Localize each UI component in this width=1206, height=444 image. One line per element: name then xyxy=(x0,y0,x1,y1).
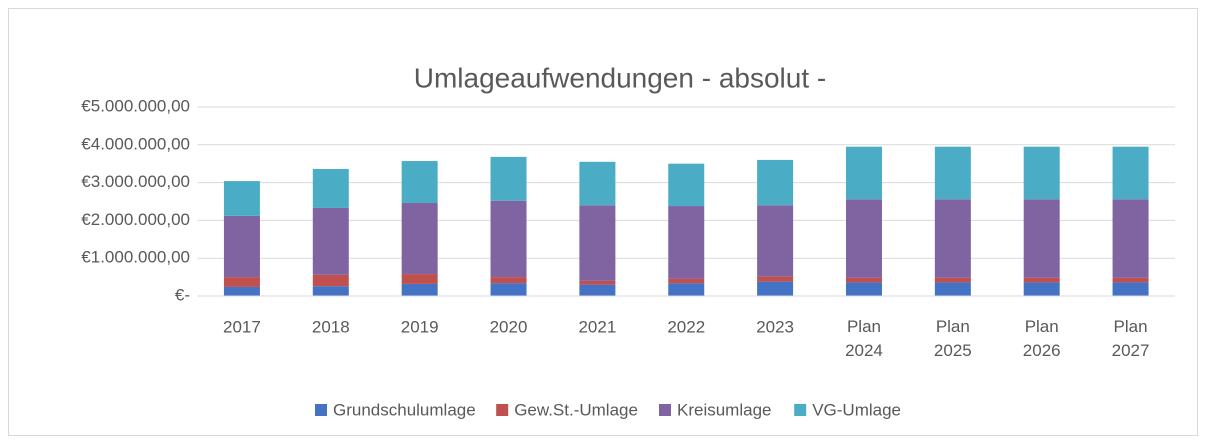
y-tick-label: €1.000.000,00 xyxy=(81,248,190,267)
y-tick-label: €5.000.000,00 xyxy=(81,96,190,115)
bar-segment xyxy=(668,283,705,296)
bar-segment xyxy=(490,277,527,284)
x-tick-label: 2018 xyxy=(312,317,350,336)
bar-segment xyxy=(757,276,794,282)
legend-label: Grundschulumlage xyxy=(333,400,476,419)
bar-segment xyxy=(490,156,527,201)
x-tick-label: 2023 xyxy=(756,317,794,336)
legend-swatch xyxy=(315,404,327,416)
bar-segment xyxy=(579,161,616,206)
bar-segment xyxy=(668,206,705,279)
x-tick-label: Plan 2025 xyxy=(934,317,972,360)
bar-segment xyxy=(1023,146,1060,200)
bar-segment xyxy=(401,203,438,275)
bar-segment xyxy=(934,277,971,283)
bar-segment xyxy=(579,280,616,285)
x-tick-label: 2020 xyxy=(490,317,528,336)
bar-segment xyxy=(223,215,260,278)
x-tick-label: Plan 2024 xyxy=(845,317,883,360)
bar-segment xyxy=(757,281,794,296)
bar-segment xyxy=(1023,277,1060,283)
x-tick-label: 2019 xyxy=(401,317,439,336)
bar-segment xyxy=(312,274,349,287)
legend-label: Gew.St.-Umlage xyxy=(514,400,638,419)
bar-segment xyxy=(401,274,438,284)
bar-segment xyxy=(1112,277,1149,283)
x-tick-label: Plan 2027 xyxy=(1112,317,1150,360)
bar-segment xyxy=(312,207,349,275)
y-tick-label: €4.000.000,00 xyxy=(81,134,190,153)
bar-segment xyxy=(223,181,260,216)
bar-segment xyxy=(1112,199,1149,278)
bar-segment xyxy=(490,283,527,296)
bar-segment xyxy=(934,199,971,278)
x-tick-label: 2017 xyxy=(223,317,261,336)
bar-segment xyxy=(579,205,616,281)
x-tick-label: Plan 2026 xyxy=(1023,317,1061,360)
legend-swatch xyxy=(659,404,671,416)
bar-segment xyxy=(934,282,971,296)
x-tick-label: 2022 xyxy=(667,317,705,336)
bar-segment xyxy=(1112,282,1149,296)
legend-label: Kreisumlage xyxy=(677,400,772,419)
x-tick-label: 2021 xyxy=(578,317,616,336)
bar-segment xyxy=(579,284,616,296)
bar-segment xyxy=(934,146,971,200)
bar-segment xyxy=(490,200,527,278)
legend-swatch xyxy=(496,404,509,416)
bar-segment xyxy=(668,278,705,284)
bar-segment xyxy=(223,286,260,296)
bar-segment xyxy=(757,205,794,277)
bar-segment xyxy=(312,168,349,208)
bar-segment xyxy=(668,163,705,207)
y-tick-label: €- xyxy=(175,285,190,304)
bar-segment xyxy=(312,286,349,296)
y-tick-label: €3.000.000,00 xyxy=(81,172,190,191)
bar-segment xyxy=(757,159,794,206)
bar-segment xyxy=(845,199,882,278)
bar-segment xyxy=(1023,199,1060,278)
bar-segment xyxy=(845,282,882,296)
bar-segment xyxy=(401,283,438,296)
y-tick-label: €2.000.000,00 xyxy=(81,210,190,229)
chart-title: Umlageaufwendungen - absolut - xyxy=(414,62,826,93)
bar-segment xyxy=(1112,146,1149,200)
bar-segment xyxy=(223,277,260,287)
bar-segment xyxy=(845,277,882,283)
bar-segment xyxy=(845,146,882,200)
bar-segment xyxy=(1023,282,1060,296)
bar-segment xyxy=(401,161,438,204)
legend-swatch xyxy=(794,404,807,416)
legend-label: VG-Umlage xyxy=(812,400,901,419)
